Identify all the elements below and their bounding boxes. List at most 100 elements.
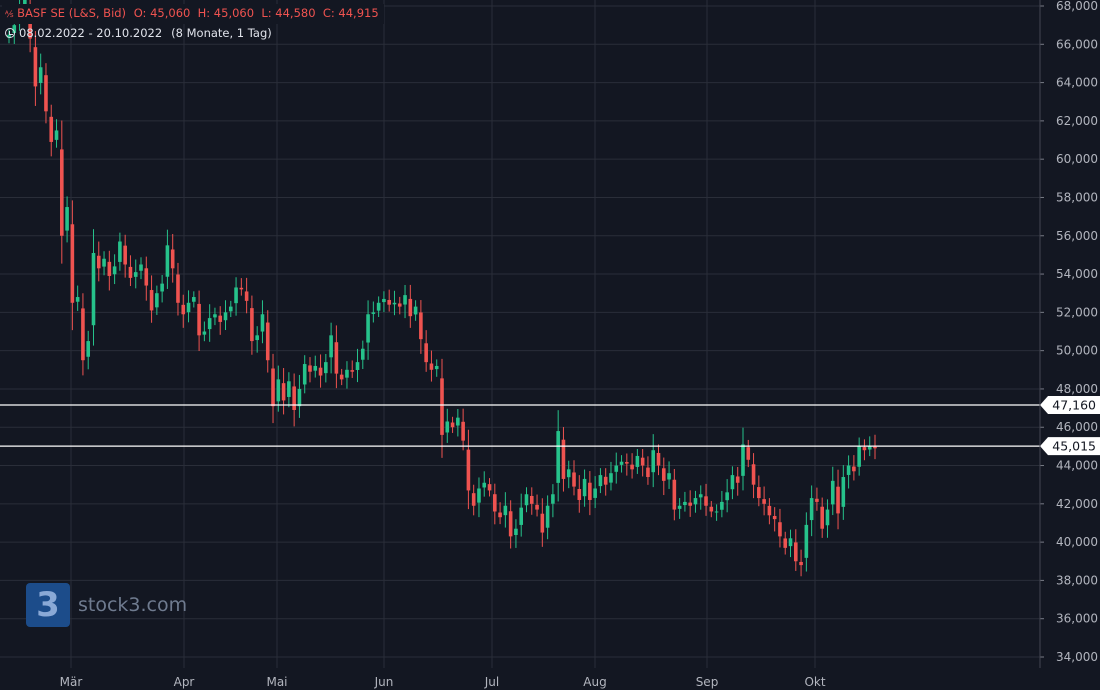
candle-body [424, 343, 428, 363]
x-tick-label: Mai [266, 675, 287, 689]
candle-body [514, 528, 518, 535]
candle-body [830, 480, 835, 505]
candle-body [86, 341, 91, 357]
symbol-row: ⅍ BASF SE (L&S, Bid) O: 45,060 H: 45,060… [2, 4, 384, 24]
candle-body [846, 465, 851, 475]
candle-body [81, 308, 85, 361]
candle-body [297, 388, 302, 407]
candle-body [308, 365, 312, 372]
watermark: 3 stock3.com [26, 583, 187, 627]
candle-body [345, 369, 349, 378]
candle-body [186, 302, 191, 313]
candle-body [672, 479, 677, 510]
candle-body [318, 367, 323, 376]
candle-body [70, 224, 75, 303]
candle-body [609, 473, 613, 483]
stock3-logo-icon: 3 [26, 583, 70, 627]
candle-body [292, 386, 296, 411]
candle-body [867, 446, 872, 450]
clock-icon [5, 28, 15, 38]
candle-body [477, 488, 481, 503]
candle-body [508, 511, 513, 537]
candle-body [234, 287, 238, 304]
candle-body [408, 298, 413, 317]
candle-body [202, 331, 207, 335]
candle-body [38, 67, 43, 83]
candle-body [625, 462, 629, 464]
y-tick-label: 38,000 [1056, 573, 1098, 587]
chart-header: ⅍ BASF SE (L&S, Bid) O: 45,060 H: 45,060… [2, 4, 384, 42]
y-tick-label: 52,000 [1056, 305, 1098, 319]
candle-body [456, 417, 460, 426]
candle-body [778, 522, 782, 537]
candle-body [772, 516, 777, 520]
y-tick-label: 62,000 [1056, 114, 1098, 128]
interval-text: (8 Monate, 1 Tag) [171, 26, 272, 40]
candle-body [677, 505, 682, 509]
candle-body [107, 261, 112, 276]
x-tick-label: Apr [174, 675, 195, 689]
candle-body [302, 364, 307, 385]
x-tick-label: Mär [60, 675, 83, 689]
y-tick-label: 58,000 [1056, 190, 1098, 204]
candle-body [661, 468, 666, 481]
candle-body [698, 494, 703, 498]
candle-body [735, 476, 740, 483]
candle-body [588, 482, 592, 500]
y-tick-label: 60,000 [1056, 152, 1098, 166]
candle-body [360, 348, 365, 360]
candle-body [825, 509, 830, 526]
candle-body [413, 306, 418, 315]
candle-body [223, 312, 228, 321]
candle-body [228, 306, 233, 312]
candle-body [271, 368, 275, 407]
candle-body [60, 149, 64, 236]
y-tick-label: 34,000 [1056, 650, 1098, 664]
candle-body [561, 439, 566, 479]
candle-body [551, 494, 555, 504]
candle-body [218, 315, 223, 322]
watermark-text: stock3.com [78, 594, 188, 616]
price-label-box [1040, 437, 1100, 456]
candle-body [762, 499, 766, 504]
candle-body [503, 505, 508, 516]
candle-body [160, 283, 164, 292]
candle-body [181, 304, 186, 315]
candle-body [102, 258, 106, 267]
candle-body [33, 47, 38, 87]
y-axis: 34,000 36,000 38,000 40,000 42,000 44,000 46,0… [1039, 0, 1098, 668]
candle-body [239, 287, 244, 290]
candle-body [529, 495, 534, 504]
candle-body [730, 475, 735, 490]
y-tick-label: 36,000 [1056, 612, 1098, 626]
candle-body [265, 322, 270, 361]
candle-body [350, 370, 355, 372]
candle-body [614, 465, 619, 472]
candle-body [619, 461, 624, 465]
candle-body [133, 272, 138, 277]
x-tick-label: Sep [696, 675, 719, 689]
candle-body [635, 455, 640, 467]
candle-body [688, 502, 692, 506]
candle-body [128, 266, 133, 278]
candle-body [371, 312, 376, 314]
candle-body [656, 452, 661, 466]
candle-body [783, 538, 788, 548]
candle-body [487, 484, 492, 491]
candle-body [683, 501, 687, 506]
candle-body [149, 290, 154, 311]
candle-body [429, 363, 434, 370]
candle-body [23, 0, 27, 8]
candle-body [841, 477, 846, 507]
candle-body [788, 538, 793, 547]
candle-body [704, 496, 708, 506]
candle-body [809, 498, 814, 521]
candle-body [403, 295, 407, 305]
candle-body [746, 447, 751, 460]
candle-body [582, 478, 587, 497]
x-tick-label: Jun [374, 675, 394, 689]
candle-body [176, 274, 180, 303]
candle-body [313, 365, 318, 371]
candle-body [339, 374, 344, 380]
